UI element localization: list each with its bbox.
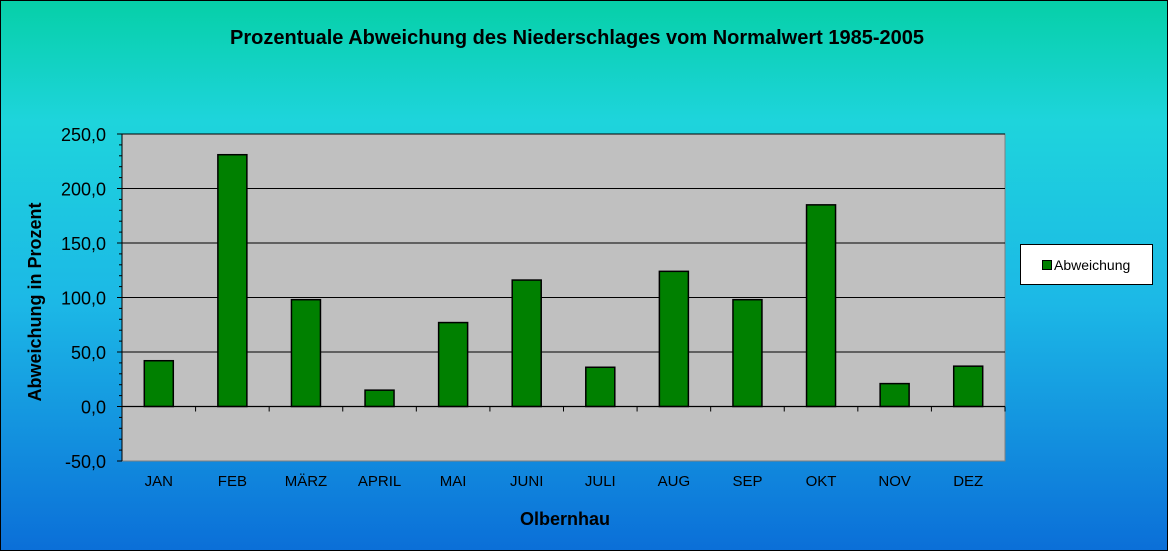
bar-juli [585,366,616,408]
x-tick-label: APRIL [358,473,401,490]
x-tick-label: NOV [878,473,911,490]
legend-swatch-abweichung [1042,259,1052,270]
bar-nov [879,382,910,408]
x-tick-label: FEB [218,473,247,490]
y-axis-title: Abweichung in Prozent [25,202,45,401]
x-axis-title: Olbernhau [520,509,610,529]
y-tick-label: 200,0 [61,180,106,200]
bar-sep [732,298,763,408]
x-tick-label: JUNI [510,473,543,490]
bars [143,153,984,408]
x-tick-label: JAN [145,473,173,490]
x-tick-labels: JAN FEB MÄRZ APRIL MAI JUNI JULI AUG SEP OKT NOV DE… [145,473,984,490]
bar-juni [511,279,542,408]
y-tick-label: 250,0 [61,125,106,145]
y-tick-label: 0,0 [81,398,106,418]
x-tick-label: OKT [806,473,837,490]
chart-title: Prozentuale Abweichung des Niederschlage… [230,27,924,49]
x-tick-label: JULI [585,473,616,490]
bar-feb [217,153,248,408]
bar-okt [805,204,837,408]
axes [117,133,1006,462]
x-tick-label: SEP [732,473,762,490]
bar-märz [290,298,322,408]
legend-label-abweichung: Abweichung [1054,256,1131,273]
y-tick-labels: -50,0 0,0 50,0 100,0 150,0 200,0 250,0 [61,125,106,472]
legend: Abweichung [1020,244,1153,285]
x-tick-label: MAI [440,473,467,490]
y-tick-label: 50,0 [71,343,106,363]
bar-aug [658,270,690,408]
x-tick-label: AUG [658,473,691,490]
x-tick-label: MÄRZ [285,473,328,490]
y-tick-label: -50,0 [65,452,106,472]
y-tick-label: 100,0 [61,289,106,309]
x-tick-label: DEZ [953,473,983,490]
bar-dez [952,365,984,408]
bar-mai [437,321,469,408]
y-tick-label: 150,0 [61,234,106,254]
bar-april [364,389,395,408]
bar-jan [143,359,175,408]
